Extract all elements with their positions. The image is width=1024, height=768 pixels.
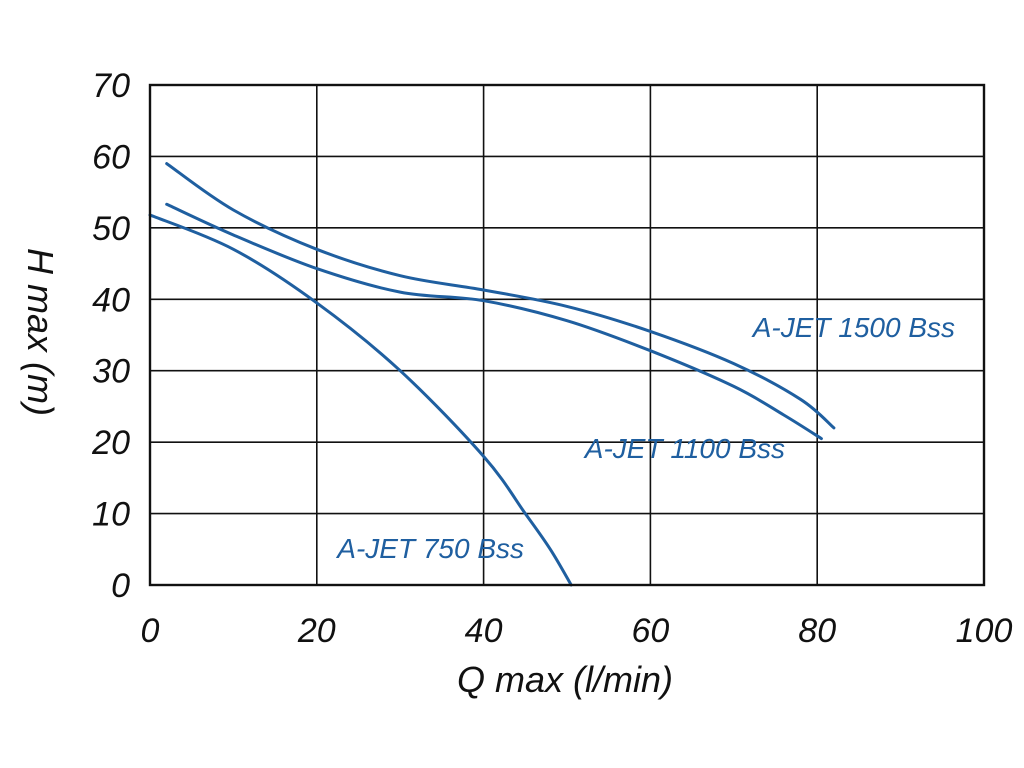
y-tick-label: 20	[91, 424, 130, 462]
y-tick-label: 70	[92, 67, 130, 105]
y-tick-label: 30	[92, 353, 130, 391]
x-tick-labels: 0 20 40 60 80 100	[141, 612, 1013, 650]
x-tick-label: 100	[956, 612, 1013, 650]
y-tick-label: 10	[92, 496, 130, 534]
plot-frame	[148, 83, 986, 587]
series-labels: A-JET 1500 Bss A-JET 1100 Bss A-JET 750 Bs…	[335, 312, 955, 564]
x-tick-label: 80	[798, 612, 836, 650]
performance-curves	[148, 162, 836, 587]
x-tick-label: 60	[631, 612, 669, 650]
x-axis-label: Q max (l/min)	[457, 659, 673, 700]
y-tick-label: 50	[92, 210, 130, 248]
x-tick-label: 40	[465, 612, 503, 650]
x-tick-label: 0	[141, 612, 160, 650]
series-label-a-jet-750-bss: A-JET 750 Bss	[335, 533, 524, 564]
y-tick-label: 40	[92, 281, 130, 319]
y-tick-label: 60	[92, 138, 130, 176]
series-label-a-jet-1500-bss: A-JET 1500 Bss	[751, 312, 955, 343]
curve-a-jet-1500-bss	[165, 162, 836, 430]
curve-a-jet-750-bss	[148, 213, 573, 587]
series-label-a-jet-1100-bss: A-JET 1100 Bss	[583, 433, 785, 464]
x-tick-label: 20	[297, 612, 336, 650]
curve-a-jet-1100-bss	[165, 202, 823, 441]
y-tick-label: 0	[111, 567, 130, 605]
y-tick-labels: 0 10 20 30 40 50 60 70	[91, 67, 130, 605]
y-axis-label: H max (m)	[20, 248, 61, 416]
